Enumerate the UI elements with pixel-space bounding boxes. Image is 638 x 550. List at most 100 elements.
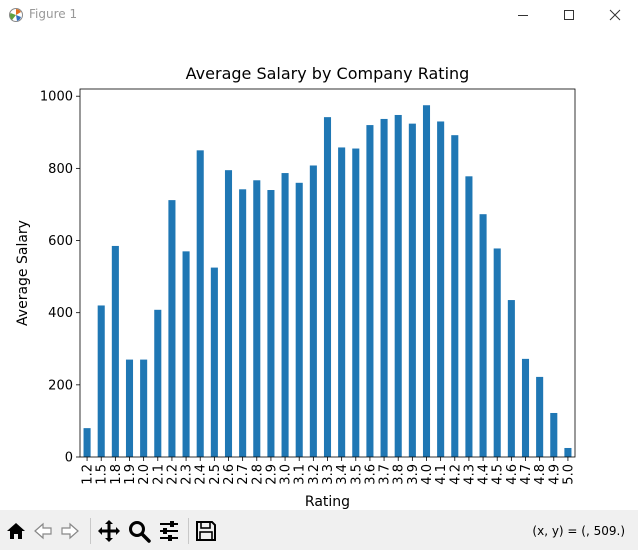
configure-subplots-icon xyxy=(160,521,178,541)
back-button[interactable] xyxy=(30,518,56,544)
matplotlib-logo-icon xyxy=(9,8,23,22)
minimize-button[interactable] xyxy=(500,0,546,30)
y-tick-label: 800 xyxy=(48,162,73,177)
zoom-button[interactable] xyxy=(126,518,152,544)
bar-2.9 xyxy=(267,190,275,458)
bar-4.0 xyxy=(422,105,431,457)
toolbar-separator xyxy=(90,518,91,544)
bar-3.2 xyxy=(309,165,317,457)
x-tick-label: 3.9 xyxy=(406,464,421,485)
save-button[interactable] xyxy=(193,518,219,544)
bar-4.6 xyxy=(507,300,515,457)
x-tick-label: 4.7 xyxy=(519,464,534,485)
x-tick-label: 3.7 xyxy=(378,464,393,485)
bar-4.2 xyxy=(451,135,459,457)
maximize-button[interactable] xyxy=(546,0,592,30)
toolbar-separator xyxy=(188,518,189,544)
x-tick-label: 2.8 xyxy=(250,464,265,485)
bar-1.5 xyxy=(97,305,105,457)
bar-4.9 xyxy=(550,412,558,457)
x-tick-label: 3.3 xyxy=(321,464,336,485)
x-tick-label: 4.3 xyxy=(462,464,477,485)
x-tick-label: 2.0 xyxy=(137,464,152,485)
figure-canvas[interactable]: Average Salary by Company Rating 0 200 400… xyxy=(0,30,638,510)
bar-2.6 xyxy=(224,170,233,458)
bar-1.9 xyxy=(125,359,134,457)
bar-3.4 xyxy=(338,147,346,457)
x-tick-label: 4.5 xyxy=(491,464,506,485)
y-tick-label: 200 xyxy=(48,378,73,393)
close-icon xyxy=(609,9,621,21)
x-tick-label: 4.0 xyxy=(420,464,435,485)
x-tick-label: 1.9 xyxy=(123,464,138,485)
configure-subplots-button[interactable] xyxy=(156,518,182,544)
axes-frame xyxy=(79,88,576,458)
x-tick-label: 2.3 xyxy=(180,464,195,485)
x-tick-label: 3.6 xyxy=(363,464,378,485)
x-tick-label: 3.1 xyxy=(293,464,308,485)
x-tick-label: 3.5 xyxy=(349,464,364,485)
bar-2.2 xyxy=(168,200,176,457)
pan-icon xyxy=(98,520,120,542)
x-tick-label: 2.2 xyxy=(165,464,180,485)
bar-1.8 xyxy=(111,245,119,457)
x-tick-label: 3.2 xyxy=(307,464,322,485)
home-icon xyxy=(7,523,25,539)
x-tick-label: 4.8 xyxy=(533,464,548,485)
bar-chart: Average Salary by Company Rating 0 200 400… xyxy=(15,64,576,510)
x-tick-label: 2.7 xyxy=(236,464,251,485)
bar-2.0 xyxy=(140,359,148,457)
maximize-icon xyxy=(564,10,574,20)
pan-button[interactable] xyxy=(96,518,122,544)
x-tick-label: 4.2 xyxy=(448,464,463,485)
window-titlebar: Figure 1 xyxy=(0,0,638,30)
y-tick-label: 600 xyxy=(48,234,73,249)
bar-4.8 xyxy=(536,376,544,457)
bar-3.6 xyxy=(366,125,374,457)
bar-4.5 xyxy=(493,248,501,457)
x-tick-label: 4.9 xyxy=(547,464,562,485)
x-tick-label: 1.5 xyxy=(95,464,110,485)
x-tick-label: 2.4 xyxy=(194,464,209,485)
x-tick-label: 1.2 xyxy=(81,464,96,485)
bar-3.7 xyxy=(380,118,388,457)
x-tick-label: 3.8 xyxy=(392,464,407,485)
x-tick-label: 1.8 xyxy=(109,464,124,485)
minimize-icon xyxy=(518,15,528,16)
x-tick-label: 4.4 xyxy=(477,464,492,485)
y-tick-label: 0 xyxy=(65,451,73,466)
x-axis-label: Rating xyxy=(305,494,350,510)
bar-3.8 xyxy=(394,114,402,457)
x-tick-label: 2.5 xyxy=(208,464,223,485)
bar-3.5 xyxy=(352,148,360,457)
forward-button[interactable] xyxy=(57,518,83,544)
bar-4.4 xyxy=(479,214,487,457)
chart-title: Average Salary by Company Rating xyxy=(186,64,470,83)
bar-3.3 xyxy=(323,117,332,457)
bar-1.2 xyxy=(83,428,91,457)
forward-icon xyxy=(61,522,79,540)
x-tick-label: 3.0 xyxy=(279,464,294,485)
bar-2.5 xyxy=(210,267,218,457)
x-tick-label: 2.6 xyxy=(222,464,237,485)
x-tick-label: 4.1 xyxy=(434,464,449,485)
x-tick-label: 5.0 xyxy=(561,464,576,485)
y-tick-label: 400 xyxy=(48,306,73,321)
x-tick-label: 4.6 xyxy=(505,464,520,485)
back-icon xyxy=(34,522,52,540)
bar-2.8 xyxy=(253,180,261,457)
home-button[interactable] xyxy=(3,518,29,544)
close-button[interactable] xyxy=(592,0,638,30)
x-tick-label: 2.9 xyxy=(264,464,279,485)
y-axis-label: Average Salary xyxy=(15,220,31,326)
window-title: Figure 1 xyxy=(29,7,78,21)
save-icon xyxy=(196,521,216,541)
bar-2.3 xyxy=(182,251,190,457)
navigation-toolbar: (x, y) = (, 509.) xyxy=(0,510,638,550)
bar-4.3 xyxy=(465,176,473,457)
cursor-coordinates: (x, y) = (, 509.) xyxy=(532,524,625,538)
x-tick-label: 2.1 xyxy=(151,464,166,485)
bar-4.7 xyxy=(521,358,530,457)
bar-3.9 xyxy=(408,123,416,458)
bar-4.1 xyxy=(437,121,445,458)
